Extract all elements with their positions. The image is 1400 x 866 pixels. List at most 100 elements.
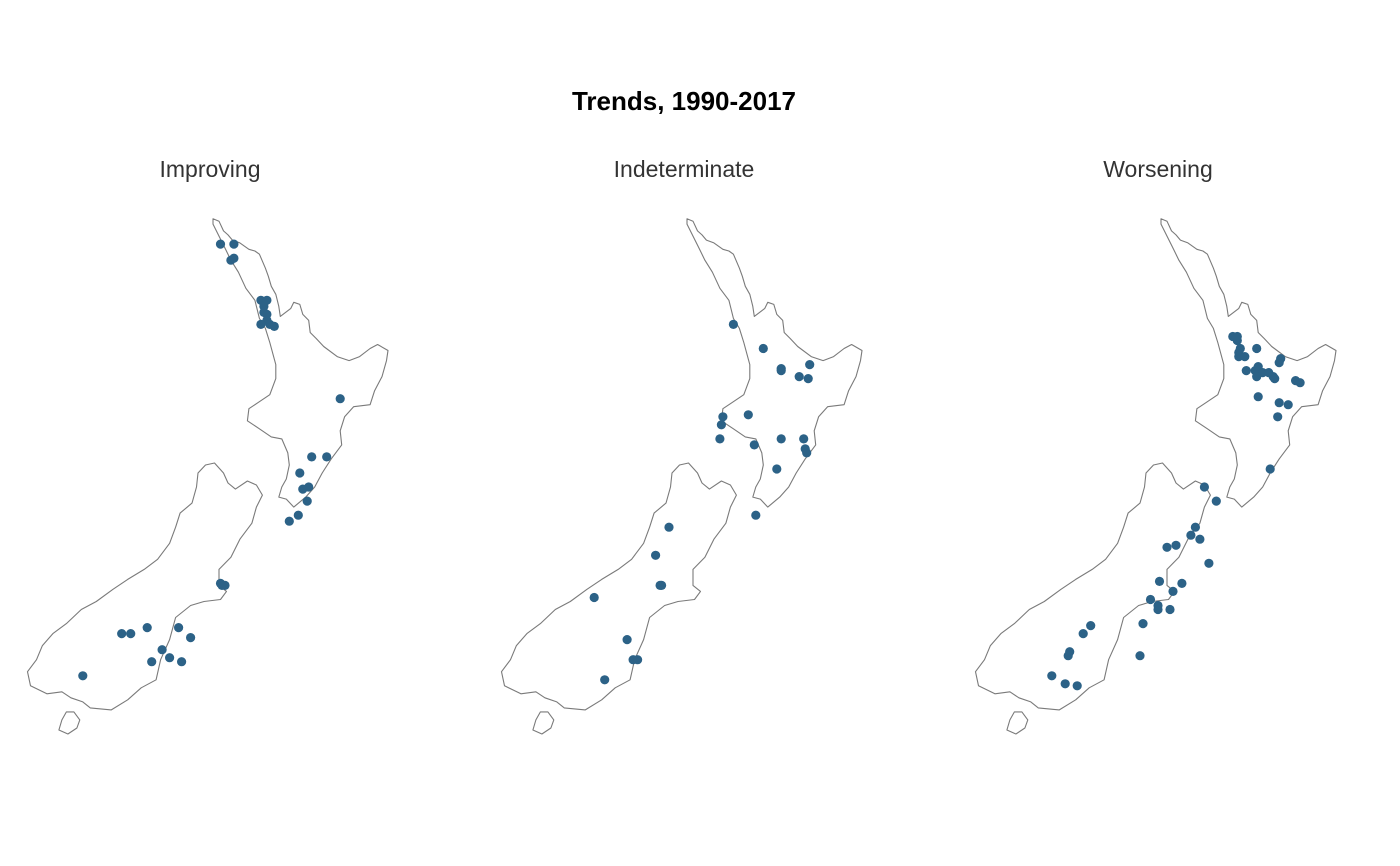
site-point — [1211, 496, 1221, 506]
site-point — [589, 592, 599, 603]
site-point — [1204, 558, 1214, 568]
site-point — [751, 510, 761, 520]
site-point — [335, 394, 345, 404]
site-point — [718, 412, 728, 422]
nz-north-island — [686, 218, 863, 508]
panel-worsening: Worsening — [948, 150, 1368, 750]
site-point — [215, 578, 226, 588]
site-point — [802, 448, 812, 458]
site-point — [295, 468, 305, 478]
site-point — [1047, 671, 1057, 681]
site-point — [1078, 629, 1088, 639]
site-point — [1063, 651, 1073, 661]
site-point — [142, 623, 152, 633]
nz-south-island — [974, 462, 1211, 711]
site-point — [803, 374, 813, 384]
site-point — [794, 372, 804, 382]
map-improving — [26, 218, 389, 735]
nz-stewart-island — [58, 711, 81, 735]
site-point — [1060, 679, 1070, 689]
site-point — [633, 655, 643, 665]
site-point — [269, 321, 279, 331]
nz-north-island — [212, 218, 389, 508]
site-point — [1186, 530, 1196, 540]
site-point — [622, 635, 632, 645]
site-point — [1154, 576, 1165, 586]
site-point — [1240, 352, 1250, 362]
site-point — [1253, 392, 1263, 402]
site-point — [256, 319, 266, 329]
nz-north-island — [1160, 218, 1337, 508]
site-point — [1274, 358, 1284, 368]
site-point — [1145, 594, 1156, 605]
map-indeterminate — [500, 218, 863, 735]
site-point — [728, 319, 738, 329]
site-point — [1283, 400, 1293, 410]
site-point — [1274, 398, 1284, 408]
site-point — [302, 496, 312, 506]
nz-coastline — [500, 218, 863, 735]
site-point — [177, 657, 187, 667]
site-point — [229, 239, 239, 249]
site-point — [776, 366, 786, 376]
site-point — [1138, 619, 1148, 629]
site-point — [600, 675, 610, 685]
site-point — [651, 550, 661, 560]
site-point — [743, 410, 753, 420]
nz-south-island — [26, 462, 263, 711]
site-point — [749, 440, 759, 450]
site-point — [1135, 651, 1145, 661]
sites-improving — [78, 239, 345, 681]
site-point — [293, 510, 303, 520]
site-point — [1295, 378, 1305, 388]
nz-stewart-island — [1006, 711, 1029, 735]
site-point — [657, 580, 667, 590]
site-point — [1162, 542, 1172, 552]
site-point — [805, 360, 815, 370]
site-point — [1190, 522, 1200, 532]
site-point — [716, 420, 726, 430]
site-point — [772, 464, 782, 474]
site-point — [226, 255, 236, 265]
panel-title-indeterminate: Indeterminate — [613, 156, 755, 182]
site-point — [1232, 335, 1242, 346]
site-point — [126, 629, 136, 639]
site-point — [1168, 586, 1178, 596]
site-point — [1252, 372, 1262, 382]
nz-stewart-island — [532, 711, 555, 735]
site-point — [1270, 374, 1280, 384]
site-point — [1265, 464, 1275, 474]
site-point — [147, 657, 157, 667]
site-point — [78, 671, 88, 681]
site-point — [715, 434, 725, 444]
site-point — [776, 434, 786, 444]
site-point — [1177, 578, 1187, 588]
nz-coastline — [974, 218, 1337, 735]
page-title: Trends, 1990-2017 — [571, 86, 797, 116]
site-point — [1165, 604, 1175, 615]
sites-worsening — [1047, 331, 1305, 691]
map-worsening — [974, 218, 1337, 735]
site-point — [322, 452, 332, 462]
site-point — [758, 343, 768, 354]
site-point — [1252, 343, 1262, 354]
site-point — [298, 484, 308, 494]
nz-south-island — [500, 462, 737, 711]
nz-coastline — [26, 218, 389, 735]
site-point — [307, 452, 317, 462]
site-point — [174, 623, 184, 633]
site-point — [799, 434, 809, 444]
site-point — [1072, 681, 1082, 691]
site-point — [284, 516, 294, 526]
site-point — [186, 633, 196, 643]
site-point — [1241, 366, 1251, 376]
site-point — [1171, 540, 1181, 550]
site-point — [1195, 534, 1205, 544]
site-point — [117, 629, 127, 639]
site-point — [1153, 604, 1163, 615]
panel-indeterminate: Indeterminate — [474, 150, 894, 750]
site-point — [664, 522, 674, 532]
panel-title-worsening: Worsening — [1103, 156, 1213, 182]
site-point — [165, 653, 175, 663]
